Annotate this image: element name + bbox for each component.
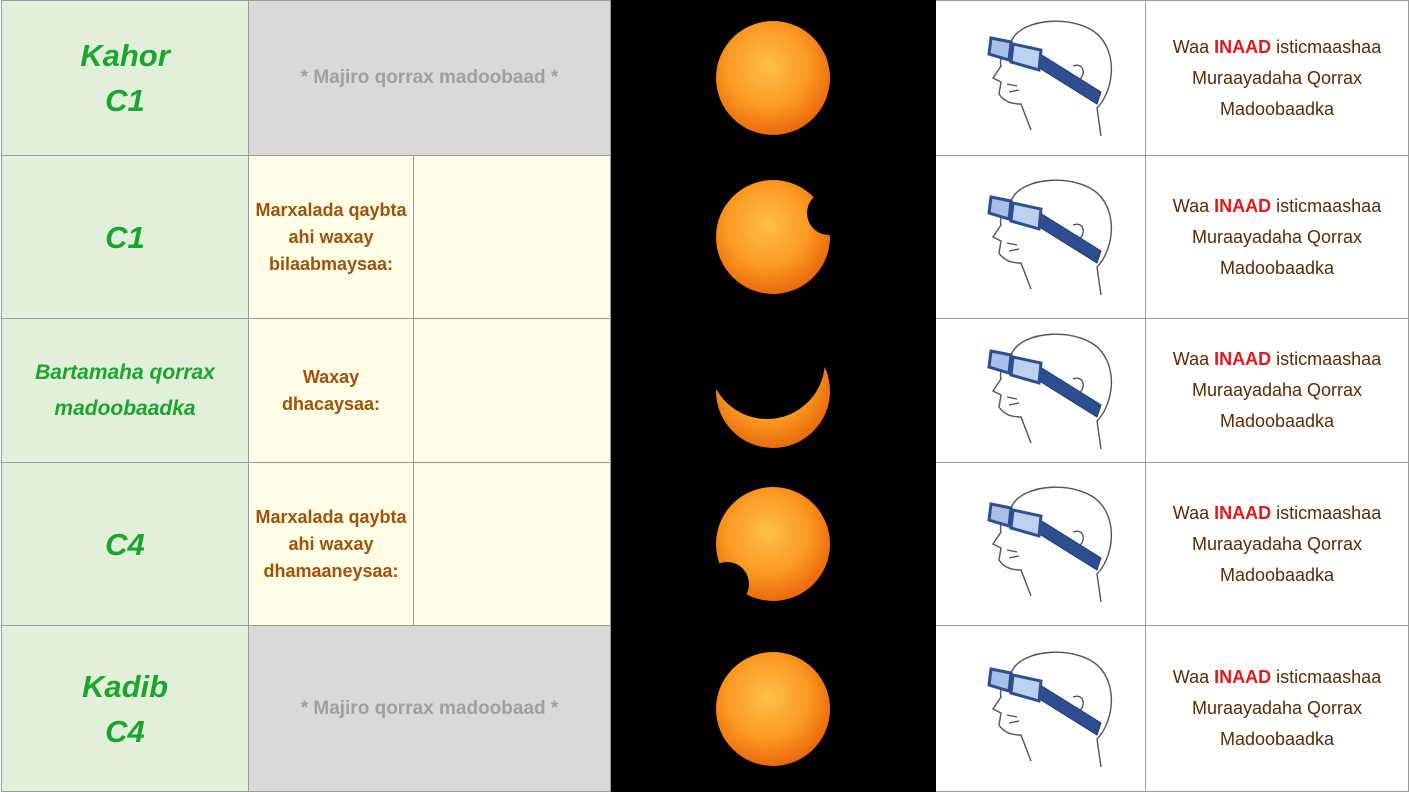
face-lines [1007,715,1019,723]
head-outline [993,180,1111,295]
time-entry [414,156,611,319]
sun-disc [716,652,830,766]
head-outline [993,652,1111,767]
lens-left [989,351,1011,373]
glasses-arm [1033,518,1101,570]
lens-right [1011,675,1041,701]
sun-cell [611,319,936,463]
sun-image [673,474,873,614]
sun-image [673,8,873,148]
sun-image [673,639,873,779]
table-body: Kahor C1* Majiro qorrax madoobaad *Waa I… [2,1,1409,792]
lens-right [1011,203,1041,229]
stage-label: C4 [2,463,249,626]
sun-cell [611,1,936,156]
no-eclipse-note: * Majiro qorrax madoobaad * [249,626,611,792]
glasses-arm [1033,365,1101,417]
head-outline [993,334,1111,449]
table-row: Kadib C4* Majiro qorrax madoobaad * Waa I… [2,626,1409,792]
glasses-cell [936,626,1146,792]
time-entry [414,463,611,626]
sun-disc [716,180,830,294]
stage-label: Kadib C4 [2,626,249,792]
sun-disc [716,21,830,135]
no-eclipse-note: * Majiro qorrax madoobaad * [249,1,611,156]
glasses-arm [1033,683,1101,735]
glasses-arm [1033,52,1101,104]
lens-left [989,669,1011,691]
sun-disc [716,334,830,448]
instruction-lead: Waa [1173,667,1209,687]
glasses-icon [951,639,1131,779]
stage-label: C1 [2,156,249,319]
sun-cell [611,626,936,792]
glasses-cell [936,463,1146,626]
time-entry [414,319,611,463]
instruction-lead: Waa [1173,503,1209,523]
eclipse-table: Kahor C1* Majiro qorrax madoobaad *Waa I… [1,0,1409,792]
sun-disc [716,487,830,601]
instruction-emphasis: INAAD [1214,196,1271,216]
face-lines [1007,397,1019,405]
glasses-icon [951,8,1131,148]
instruction-lead: Waa [1173,196,1209,216]
face-lines [1007,84,1019,92]
glasses-cell [936,1,1146,156]
lens-left [989,38,1011,60]
instruction: Waa INAAD isticmaashaa Muraayadaha Qorra… [1146,626,1409,792]
stage-label: Kahor C1 [2,1,249,156]
table-row: Kahor C1* Majiro qorrax madoobaad * Waa I… [2,1,1409,156]
instruction: Waa INAAD isticmaashaa Muraayadaha Qorra… [1146,1,1409,156]
instruction-emphasis: INAAD [1214,37,1271,57]
instruction: Waa INAAD isticmaashaa Muraayadaha Qorra… [1146,156,1409,319]
lens-right [1011,357,1041,383]
lens-left [989,504,1011,526]
stage-label: Bartamaha qorrax madoobaadka [2,319,249,463]
head-outline [993,487,1111,602]
glasses-icon [951,167,1131,307]
sun-image [673,321,873,461]
glasses-cell [936,319,1146,463]
lens-right [1011,510,1041,536]
phase-text: Marxalada qaybta ahi waxay dhamaaneysaa: [249,463,414,626]
phase-text: Marxalada qaybta ahi waxay bilaabmaysaa: [249,156,414,319]
sun-image [673,167,873,307]
lens-left [989,197,1011,219]
instruction: Waa INAAD isticmaashaa Muraayadaha Qorra… [1146,319,1409,463]
glasses-cell [936,156,1146,319]
face-lines [1007,550,1019,558]
sun-cell [611,463,936,626]
instruction-emphasis: INAAD [1214,349,1271,369]
phase-text: Waxay dhacaysaa: [249,319,414,463]
face-lines [1007,243,1019,251]
head-outline [993,21,1111,136]
instruction-emphasis: INAAD [1214,667,1271,687]
instruction-lead: Waa [1173,349,1209,369]
glasses-icon [951,321,1131,461]
glasses-icon [951,474,1131,614]
instruction-lead: Waa [1173,37,1209,57]
lens-right [1011,44,1041,70]
instruction: Waa INAAD isticmaashaa Muraayadaha Qorra… [1146,463,1409,626]
instruction-emphasis: INAAD [1214,503,1271,523]
glasses-arm [1033,211,1101,263]
page: Kahor C1* Majiro qorrax madoobaad *Waa I… [0,0,1409,791]
sun-cell [611,156,936,319]
